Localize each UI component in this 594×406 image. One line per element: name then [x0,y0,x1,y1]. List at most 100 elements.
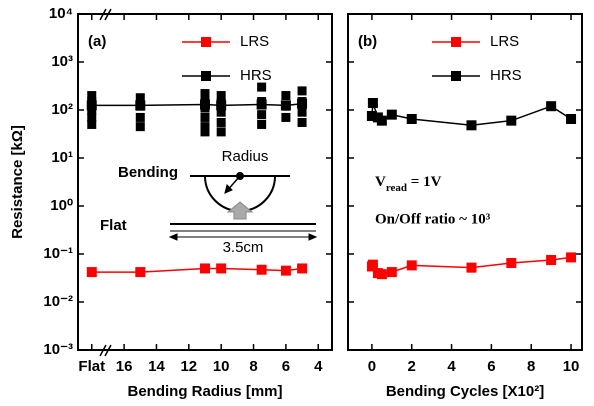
sample-marker [257,82,267,92]
marker [546,254,557,265]
marker [86,100,97,111]
marker [376,269,387,280]
annotation: On/Off ratio ~ 10³ [375,211,491,227]
marker [406,260,417,271]
y-tick-label: 10⁴ [49,5,73,22]
y-tick-label: 10⁰ [50,197,73,214]
legend-marker [201,37,211,47]
marker [280,100,291,111]
axis-break [99,8,112,357]
marker [376,115,387,126]
x-axis-label: Bending Cycles [X10²] [386,383,544,400]
marker [367,259,378,270]
marker [546,101,557,112]
x-tick-label: 8 [249,358,257,375]
marker [216,263,227,274]
annotation: Bending [118,164,178,181]
marker [256,99,267,110]
sample-marker [216,127,226,137]
x-tick-label: 10 [213,358,230,375]
series-line [91,267,303,273]
marker [256,264,267,275]
marker [135,100,146,111]
legend-marker [451,71,461,81]
marker [200,263,210,274]
x-tick-label: 6 [282,358,290,375]
marker [297,263,308,274]
legend-marker [201,71,211,81]
sample-marker [281,112,291,122]
sample-marker [297,117,307,127]
x-tick-label: 12 [180,358,197,375]
legend-label: HRS [240,67,272,84]
sample-marker [135,93,145,103]
y-tick-label: 10⁻³ [43,341,73,358]
plot-frame [77,13,333,351]
sample-marker [135,122,145,132]
sample-marker [297,107,307,117]
series-line [371,102,572,127]
legend-label: HRS [490,67,522,84]
sample-marker [87,119,97,129]
x-tick-label: 14 [148,358,165,375]
marker [367,97,378,108]
marker [216,100,227,111]
sample-marker [200,127,210,137]
marker [200,99,210,110]
y-tick-label: 10⁻¹ [43,245,73,262]
annotation: Flat [100,217,127,234]
x-tick-label: 4 [447,358,456,375]
panel-label: (a) [88,33,106,50]
sample-marker [135,112,145,122]
x-tick-label: 8 [527,358,535,375]
marker [466,262,477,273]
panel-label: (b) [358,33,377,50]
marker [506,257,517,268]
annotation: Radius [222,148,269,165]
sample-marker [87,91,97,101]
x-tick-label: 2 [408,358,416,375]
sample-marker [297,86,307,96]
marker [86,267,97,278]
x-tick-label: 4 [314,358,323,375]
x-tick-label: Flat [78,358,105,375]
sample-marker [257,110,267,120]
sample-marker [200,89,210,99]
sample-marker [200,112,210,122]
marker [366,110,377,121]
x-tick-label: 10 [563,358,580,375]
marker [466,120,477,131]
sample-marker [257,119,267,129]
y-tick-label: 10¹ [51,149,73,166]
marker [506,115,517,126]
marker [386,267,397,278]
marker [135,267,146,278]
sample-marker [216,107,226,117]
legend-label: LRS [490,33,519,50]
annotation: Vread = 1V [375,174,442,193]
marker [297,98,308,109]
x-axis-label: Bending Radius [mm] [127,383,282,400]
sample-marker [216,117,226,127]
marker [386,109,397,120]
x-tick-label: 16 [116,358,133,375]
legend-marker [451,37,461,47]
y-tick-label: 10³ [51,53,73,70]
marker [566,252,577,263]
y-axis-label: Resistance [kΩ] [9,125,26,239]
sample-marker [281,91,291,101]
legend-label: LRS [240,33,269,50]
sample-marker [87,112,97,122]
marker [406,113,417,124]
sample-marker [200,122,210,132]
marker [280,265,291,276]
x-tick-label: 6 [487,358,495,375]
annotation: 3.5cm [223,239,264,256]
y-tick-label: 10⁻² [43,293,73,310]
plot-frame [347,13,583,351]
series-line [91,102,303,107]
marker [566,113,577,124]
y-tick-label: 10² [51,101,73,118]
x-tick-label: 0 [368,358,376,375]
